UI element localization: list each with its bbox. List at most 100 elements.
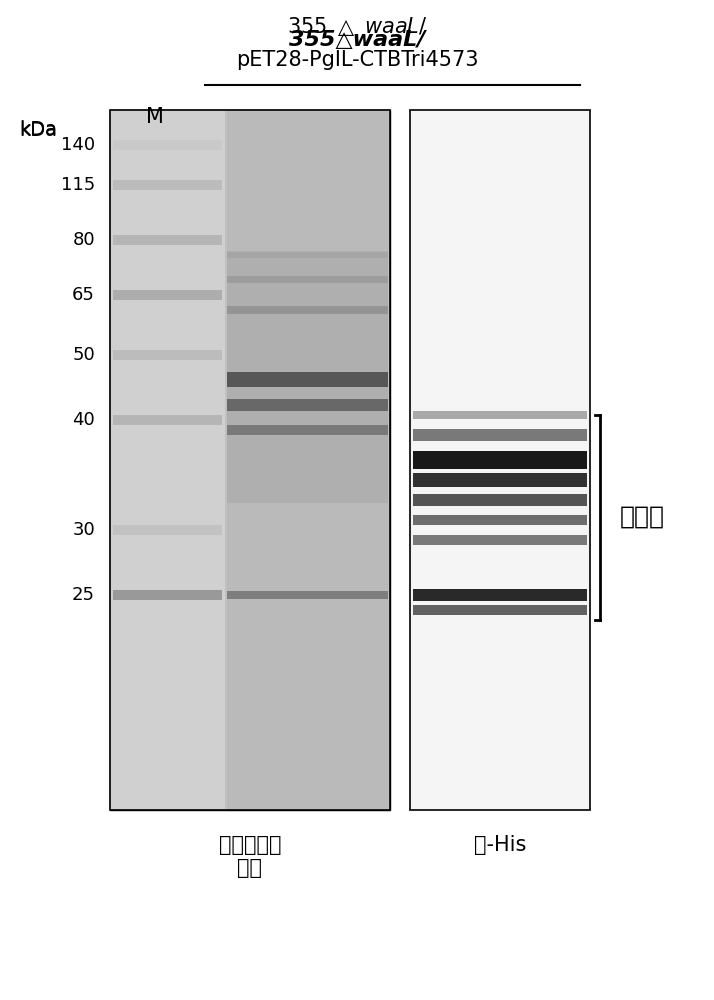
Bar [227,209,388,212]
Bar [227,743,388,746]
Bar [227,386,388,389]
Bar [227,359,388,362]
Bar [413,589,587,601]
Bar [227,191,388,194]
Bar [227,644,388,647]
Bar [227,701,388,704]
Bar [413,494,587,506]
Bar [227,566,388,569]
Bar [227,260,388,263]
Bar [227,230,388,233]
Bar [227,458,388,461]
Bar [227,290,388,293]
Bar [227,446,388,449]
Bar [227,149,388,152]
Bar [227,449,388,452]
Bar [227,182,388,185]
Bar [227,596,388,599]
Text: M: M [146,107,164,127]
Bar [227,584,388,587]
Bar [227,389,388,392]
Bar [227,476,388,479]
Bar [227,212,388,215]
Bar [227,122,388,125]
Bar [227,470,388,473]
Bar [227,254,388,257]
Bar [227,194,388,197]
Bar [227,779,388,782]
Bar [227,440,388,443]
Bar [227,608,388,611]
Bar [227,437,388,440]
Bar [227,692,388,695]
Bar [113,590,222,600]
Bar [227,461,388,464]
Bar [227,269,388,272]
Text: 糖蛋白: 糖蛋白 [620,505,665,529]
Bar [227,629,388,632]
Bar [227,515,388,518]
Bar [227,704,388,707]
Text: 80: 80 [72,231,95,249]
Text: 65: 65 [72,286,95,304]
Bar [227,134,388,137]
Bar [413,535,587,545]
Bar [227,791,388,794]
Bar [227,257,388,260]
Bar [227,167,388,170]
Bar [227,284,388,287]
Bar [227,479,388,482]
Text: kDa: kDa [19,120,57,139]
Bar [227,749,388,752]
Bar [227,773,388,776]
Bar [227,179,388,182]
Bar [227,143,388,146]
Bar [227,266,388,269]
Bar [227,473,388,476]
Bar [227,599,388,602]
Bar [227,542,388,545]
Bar [227,344,388,347]
Bar [227,428,388,431]
Bar [227,683,388,686]
Bar [227,485,388,488]
Bar [227,560,388,563]
Bar [227,602,388,605]
Bar [227,239,388,242]
Bar [227,347,388,350]
Bar [227,287,388,290]
Bar [227,548,388,551]
Bar [227,215,388,218]
Bar [227,248,388,251]
Bar [227,554,388,557]
Bar [227,569,388,572]
Text: 抗-His: 抗-His [474,835,526,855]
Bar [227,329,388,332]
Bar [227,734,388,737]
Bar [227,242,388,245]
Bar [227,263,388,266]
Bar [227,722,388,725]
Bar [227,776,388,779]
Bar [227,563,388,566]
Bar [227,653,388,656]
Bar [227,221,388,224]
Text: 355△waaL/: 355△waaL/ [288,30,426,50]
Bar [227,164,388,167]
Bar [227,113,388,116]
Bar [227,161,388,164]
Bar [227,398,388,401]
Bar [413,515,587,525]
Bar [225,110,390,810]
Bar [227,335,388,338]
Text: 25: 25 [72,586,95,604]
Bar [227,650,388,653]
Bar [227,665,388,668]
Bar [227,399,388,411]
Bar [227,326,388,329]
Bar [227,572,388,575]
Text: 考马斯亮蓝
染色: 考马斯亮蓝 染色 [218,835,281,878]
Bar [227,731,388,734]
Bar [227,578,388,581]
Bar [227,593,388,596]
